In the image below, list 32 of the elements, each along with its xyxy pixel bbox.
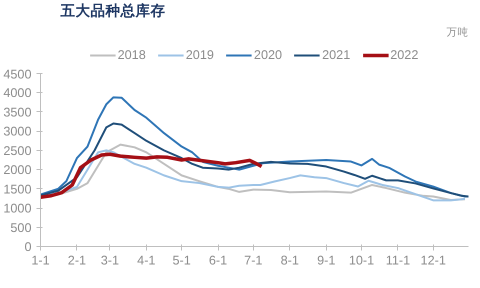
- y-tick-label: 3500: [3, 105, 32, 120]
- x-tick-label: 2-1: [68, 254, 86, 268]
- y-tick-label: 0: [24, 240, 32, 254]
- line-series: [40, 122, 468, 198]
- y-axis-title: 万吨: [446, 26, 468, 38]
- legend-label: 2020: [254, 48, 282, 62]
- x-tick-label: 3-1: [100, 254, 120, 268]
- y-tick-label: 500: [10, 220, 32, 235]
- x-tick-label: 4-1: [137, 254, 156, 268]
- legend-label: 2022: [390, 48, 418, 62]
- x-tick-label: 5-1: [172, 254, 191, 268]
- y-tick-label: 4000: [3, 86, 32, 100]
- y-tick-label: 4500: [3, 68, 32, 82]
- x-tick-label: 10-1: [348, 254, 374, 268]
- y-tick-label: 1000: [3, 202, 32, 216]
- y-tick-label: 2000: [3, 163, 32, 178]
- line-series: [40, 96, 468, 198]
- x-tick-label: 8-1: [280, 254, 299, 268]
- x-tick-label: 1-1: [31, 254, 50, 268]
- y-tick-label: 3000: [3, 124, 32, 139]
- y-tick-label: 2500: [3, 144, 32, 158]
- line-series: [40, 152, 264, 200]
- legend-label: 2019: [186, 48, 214, 62]
- x-tick-label: 7-1: [244, 254, 262, 268]
- x-tick-label: 9-1: [317, 254, 336, 268]
- x-tick-label: 12-1: [420, 254, 446, 268]
- legend-label: 2018: [118, 48, 146, 62]
- y-tick-label: 1500: [3, 182, 32, 196]
- legend-label: 2021: [322, 48, 350, 62]
- x-tick-label: 11-1: [386, 254, 410, 268]
- chart-title: 五大品种总库存: [60, 2, 166, 20]
- x-tick-label: 6-1: [208, 254, 228, 268]
